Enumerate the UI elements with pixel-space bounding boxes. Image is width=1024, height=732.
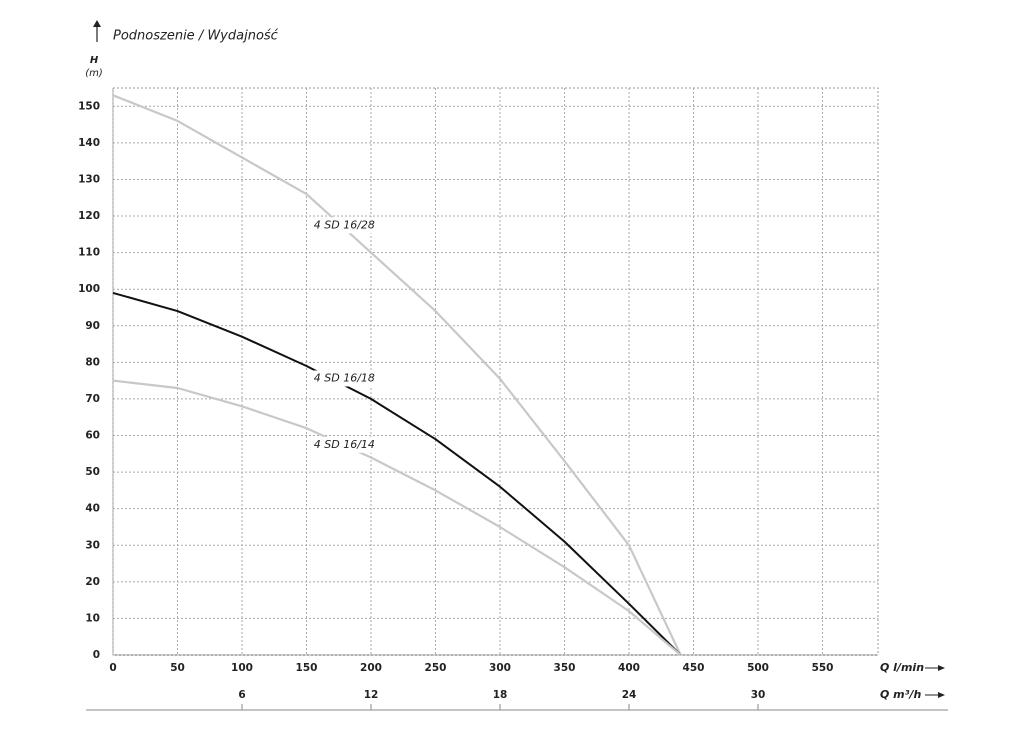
x2-tick-label: 18 [493,689,508,701]
series-line [112,379,682,656]
y-tick-label: 80 [85,356,100,368]
x-tick-label: 200 [360,662,382,674]
y-tick-label: 30 [85,539,100,551]
y-tick-label: 40 [85,503,100,515]
x-tick-label: 150 [296,662,318,674]
x2-arrow-head [938,692,945,698]
series-label-bg [309,436,376,453]
series-line [112,291,682,656]
y-axis-unit: (m) [85,68,103,79]
y-tick-label: 120 [78,210,100,222]
y-tick-label: 130 [78,173,100,185]
series-label: 4 SD 16/28 [314,218,375,231]
x-tick-label: 250 [425,662,447,674]
y-tick-label: 150 [78,100,100,112]
series-line [112,94,682,656]
series-label-bg [309,217,376,234]
y-tick-label: 0 [93,649,100,661]
x-arrow-head [938,665,945,671]
plot-frame [112,87,879,656]
x2-tick-label: 12 [364,689,379,701]
x-tick-label: 300 [489,662,511,674]
y-tick-label: 20 [85,576,100,588]
chart-title: Podnoszenie / Wydajność [113,29,279,44]
x-tick-label: 50 [170,662,185,674]
x-axis-label: Q l/min [880,661,924,674]
title-arrow-head [93,20,101,27]
x-tick-label: 400 [618,662,640,674]
y-tick-label: 110 [78,247,100,259]
x-tick-label: 450 [683,662,705,674]
y-tick-label: 50 [85,466,100,478]
series-label-bg [309,370,376,387]
x-tick-label: 350 [554,662,576,674]
x2-tick-label: 6 [238,689,245,701]
x-tick-label: 100 [231,662,253,674]
y-tick-label: 100 [78,283,100,295]
x2-tick-label: 30 [751,689,766,701]
series-label: 4 SD 16/14 [314,438,375,451]
y-tick-label: 140 [78,137,100,149]
y-tick-label: 90 [85,320,100,332]
x-tick-label: 0 [109,662,116,674]
series-label: 4 SD 16/18 [314,371,375,384]
y-axis-label: H [90,55,99,66]
x2-tick-label: 24 [622,689,637,701]
x-tick-label: 500 [747,662,769,674]
y-tick-label: 70 [85,393,100,405]
y-tick-label: 60 [85,430,100,442]
x2-axis-label: Q m³/h [880,688,921,701]
x-tick-label: 550 [812,662,834,674]
y-tick-label: 10 [85,612,100,624]
